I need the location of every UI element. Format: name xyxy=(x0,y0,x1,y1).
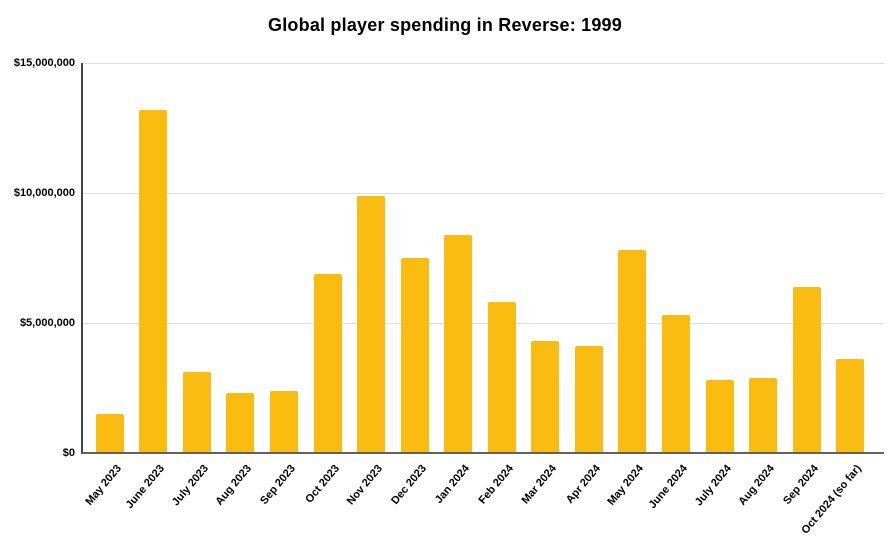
y-tick-label: $0 xyxy=(62,447,75,459)
bar xyxy=(488,302,516,453)
bar xyxy=(662,315,690,453)
x-axis-line xyxy=(81,452,884,454)
bar xyxy=(401,258,429,453)
y-tick-label: $15,000,000 xyxy=(13,57,75,69)
bar xyxy=(793,287,821,453)
y-axis-line xyxy=(81,63,83,453)
gridline xyxy=(81,193,884,194)
bar xyxy=(270,391,298,453)
bar xyxy=(836,359,864,453)
bar xyxy=(226,393,254,453)
gridline xyxy=(81,323,884,324)
bar xyxy=(183,372,211,453)
bar xyxy=(531,341,559,453)
bar xyxy=(749,378,777,453)
bar xyxy=(706,380,734,453)
bar xyxy=(575,346,603,453)
bar xyxy=(314,274,342,453)
gridline xyxy=(81,63,884,64)
y-tick-label: $5,000,000 xyxy=(19,317,75,329)
chart-title: Global player spending in Reverse: 1999 xyxy=(268,15,622,35)
bar xyxy=(357,196,385,453)
bar xyxy=(444,235,472,453)
bar xyxy=(96,414,124,453)
y-tick-label: $10,000,000 xyxy=(13,187,75,199)
bar xyxy=(618,250,646,453)
bar xyxy=(139,110,167,453)
